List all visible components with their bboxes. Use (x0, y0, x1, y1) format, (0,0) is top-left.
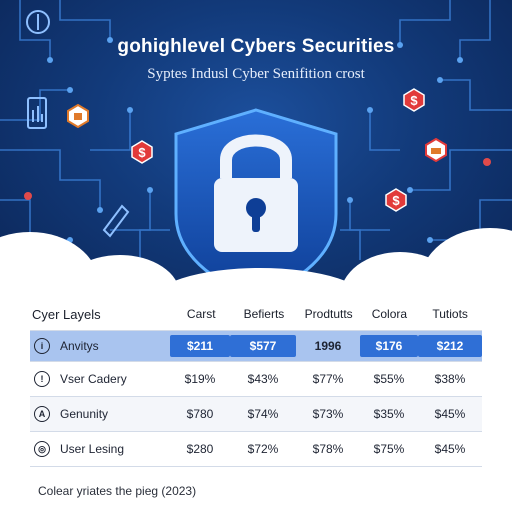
dollar-badge-icon: $ (402, 88, 426, 112)
table-cell: 1996 (314, 339, 342, 353)
table-cell: $211 (170, 335, 230, 357)
circuit-background (0, 0, 512, 260)
chart-badge-icon (424, 138, 448, 162)
row-label: Genunity (60, 407, 109, 421)
table-cell: $45% (434, 442, 466, 456)
row-label: Anvitys (60, 339, 99, 353)
row-label: User Lesing (60, 442, 125, 456)
table-cell: $212 (418, 335, 482, 357)
table-cell: $78% (312, 442, 344, 456)
column-header: Tutiots (432, 307, 468, 321)
table-divider (30, 466, 482, 467)
table-cell: $19% (184, 372, 216, 386)
hero-banner: gohighlevel Cybers Securities Syptes Ind… (0, 0, 512, 300)
table-cell: $73% (312, 407, 344, 421)
column-header: Colora (371, 307, 408, 321)
table-cell: $55% (373, 372, 405, 386)
table-cell: $74% (247, 407, 279, 421)
table-cell: $75% (373, 442, 405, 456)
shield-lock-illustration (170, 104, 342, 300)
chart-badge-icon (66, 104, 90, 128)
column-header: Cyer Layels (32, 306, 101, 322)
alert-icon: ! (34, 371, 50, 387)
cyber-layers-table: Cyer Layels Carst Befierts Prodtutts Col… (30, 300, 482, 467)
table-row[interactable]: i Anvitys $211 $577 1996 $176 $212 (30, 330, 482, 361)
table-cell: $176 (360, 335, 418, 357)
page-title: gohighlevel Cybers Securities (117, 36, 395, 57)
dollar-badge-icon: $ (130, 140, 154, 164)
user-icon: A (34, 406, 50, 422)
column-header: Prodtutts (304, 307, 353, 321)
table-row[interactable]: A Genunity $780 $74% $73% $35% $45% (30, 396, 482, 431)
table-cell: $280 (186, 442, 214, 456)
table-cell: $780 (186, 407, 214, 421)
shield-icon: ◎ (34, 441, 50, 457)
dollar-badge-icon: $ (384, 188, 408, 212)
table-row[interactable]: ◎ User Lesing $280 $72% $78% $75% $45% (30, 431, 482, 466)
footer-caption: Colear yriates the pieg (2023) (38, 484, 197, 498)
column-header: Befierts (243, 307, 285, 321)
row-label: Vser Cadery (60, 372, 127, 386)
table-cell: $77% (312, 372, 344, 386)
table-header: Cyer Layels Carst Befierts Prodtutts Col… (30, 300, 482, 328)
table-cell: $38% (434, 372, 466, 386)
column-header: Carst (186, 307, 216, 321)
table-cell: $35% (373, 407, 405, 421)
table-cell: $43% (247, 372, 279, 386)
page-subtitle: Syptes Indusl Cyber Senifition crost (147, 66, 365, 82)
info-icon: i (34, 338, 50, 354)
lock-icon (174, 108, 338, 298)
table-row[interactable]: ! Vser Cadery $19% $43% $77% $55% $38% (30, 361, 482, 396)
table-cell: $577 (230, 335, 296, 357)
table-cell: $72% (247, 442, 279, 456)
table-cell: $45% (434, 407, 466, 421)
